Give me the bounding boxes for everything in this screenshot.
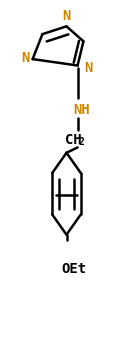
Text: N: N: [62, 9, 71, 23]
Text: N: N: [21, 51, 30, 65]
Text: 2: 2: [79, 137, 85, 148]
Text: N: N: [84, 61, 92, 75]
Text: OEt: OEt: [61, 262, 86, 276]
Text: CH: CH: [65, 132, 82, 146]
Text: NH: NH: [74, 103, 90, 117]
